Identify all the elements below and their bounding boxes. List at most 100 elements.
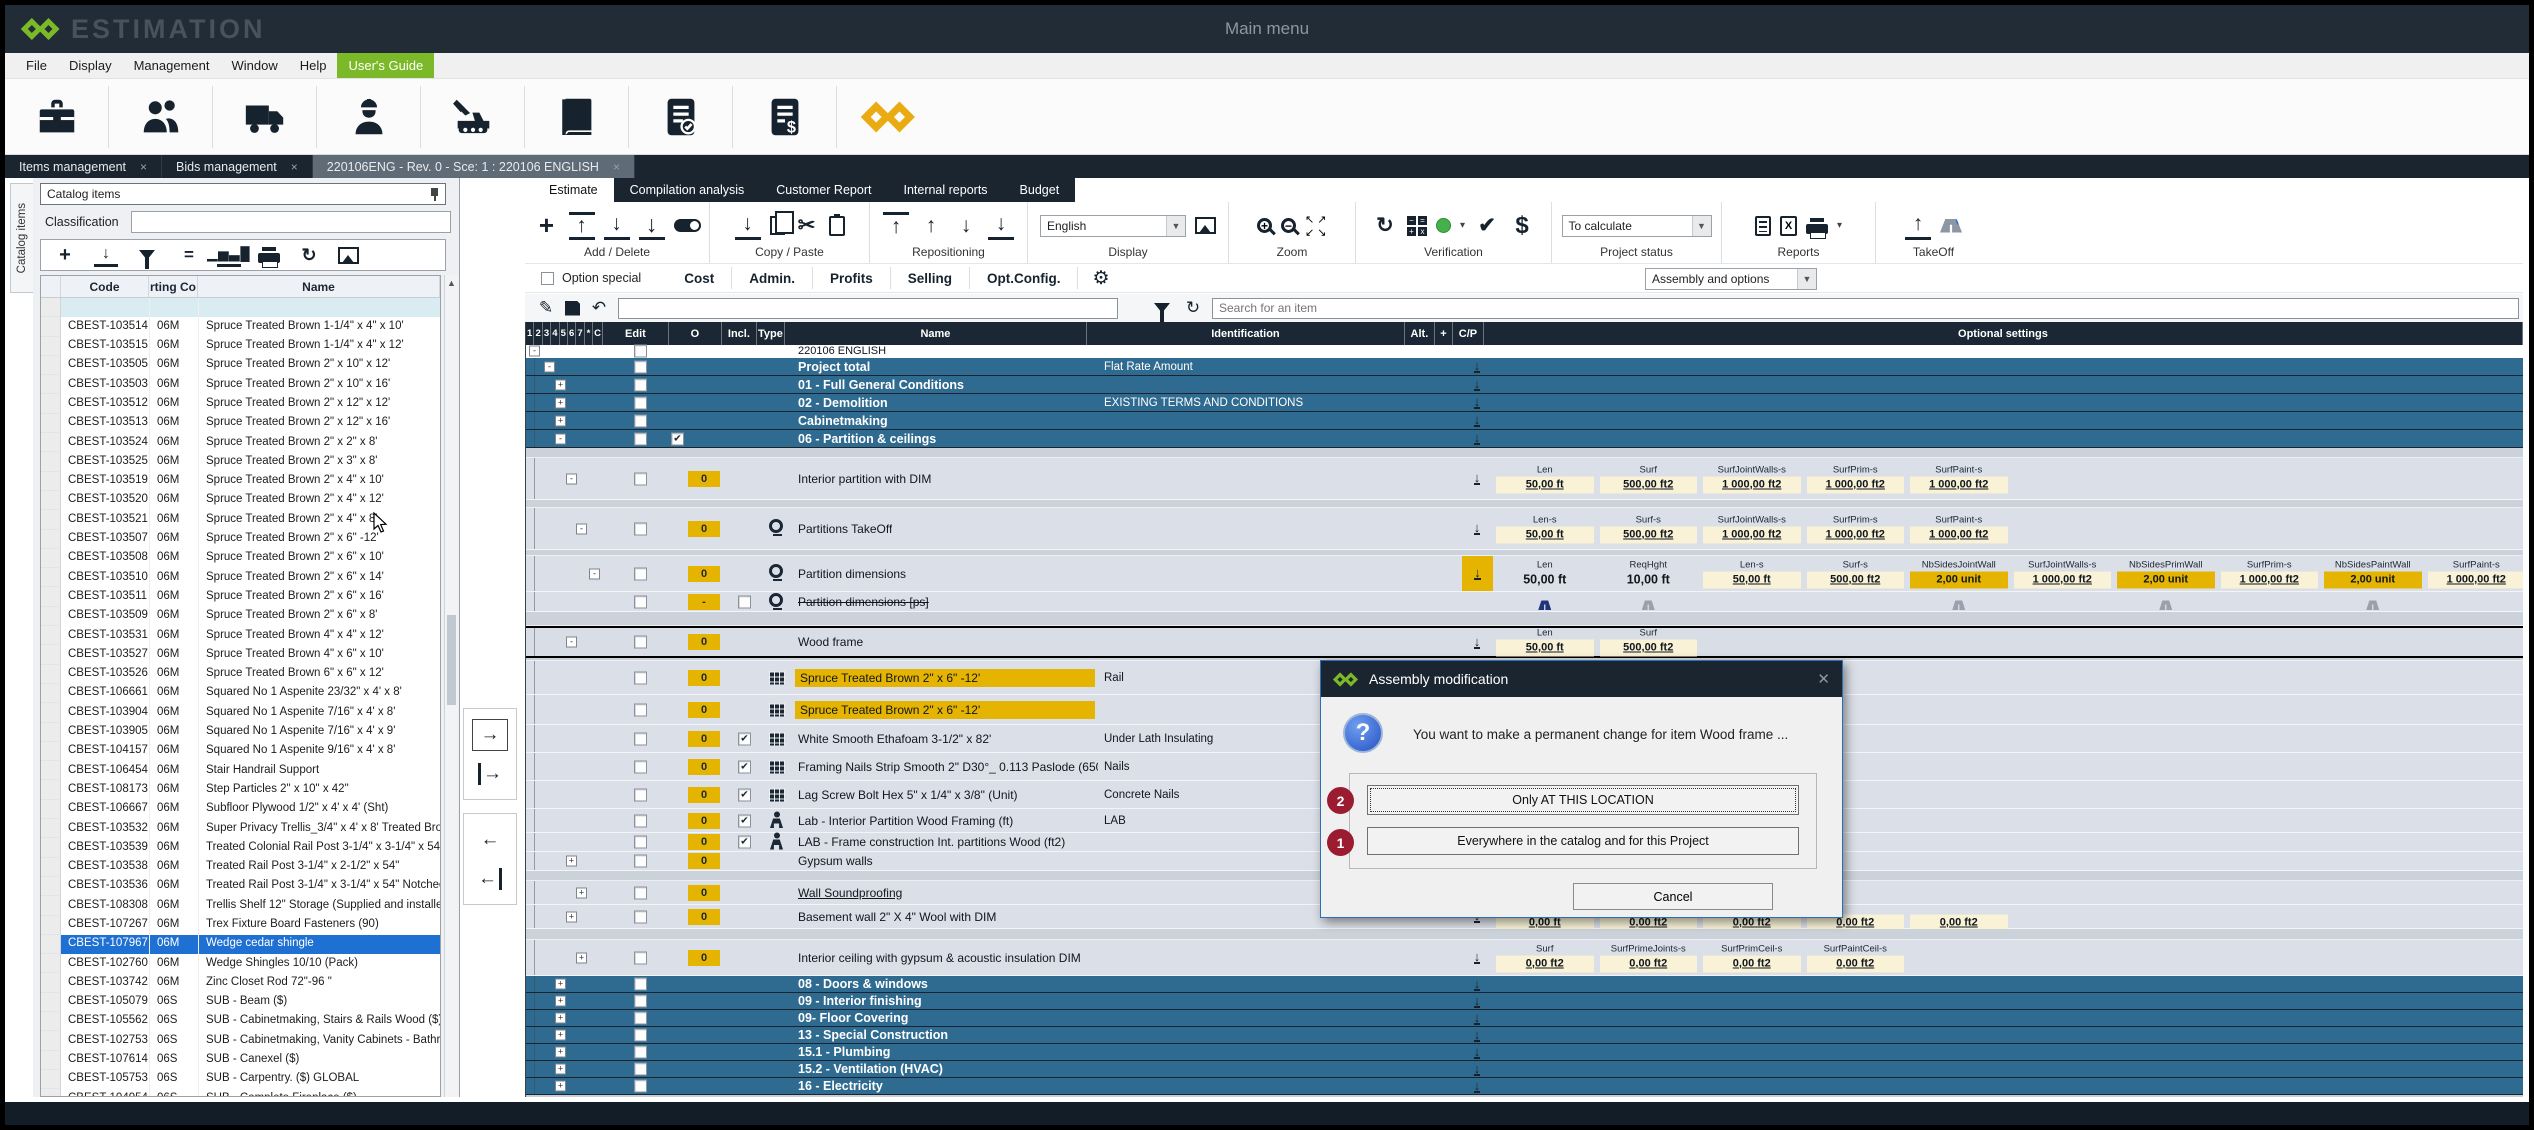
- catalog-row[interactable]: CBEST-105079 06S SUB - Beam ($): [41, 992, 440, 1012]
- edit-pencil-icon[interactable]: ✎: [538, 298, 554, 317]
- save-icon[interactable]: [565, 300, 580, 316]
- grid-row[interactable]: + 16 - Electricity: [526, 1078, 2523, 1095]
- edit-checkbox[interactable]: [634, 977, 647, 991]
- copy-settings-arrow-icon[interactable]: [1466, 376, 1488, 394]
- grid-row[interactable]: [526, 929, 2523, 940]
- expander-icon[interactable]: +: [576, 952, 587, 963]
- cost-section-tab[interactable]: Cost: [667, 267, 733, 289]
- estimate-tab[interactable]: Estimate: [533, 178, 614, 202]
- expander-icon[interactable]: -: [589, 568, 600, 579]
- optional-setting-cell[interactable]: Len 50,00 ft: [1493, 464, 1597, 493]
- row-selector[interactable]: [41, 394, 61, 414]
- grid-filter-icon[interactable]: [1154, 303, 1170, 322]
- setting-value[interactable]: 0,00 ft2: [1599, 955, 1697, 972]
- remove-from-estimate-button[interactable]: ←: [473, 824, 507, 855]
- remove-all-button[interactable]: ←: [473, 863, 507, 894]
- options-count-badge[interactable]: 0: [688, 520, 720, 537]
- optional-setting-cell[interactable]: SurfPaint-s 1 000,00 ft2: [1907, 514, 2011, 543]
- zoom-fit-icon[interactable]: [1305, 213, 1327, 239]
- expander-icon[interactable]: -: [566, 636, 577, 648]
- catalog-row[interactable]: CBEST-103519 06M Spruce Treated Brown 2"…: [41, 471, 440, 491]
- setting-value[interactable]: 1 000,00 ft2: [1703, 526, 1801, 543]
- move-to-top-icon[interactable]: ↑: [883, 211, 909, 240]
- add-item-icon[interactable]: +: [59, 243, 71, 266]
- chevron-down-icon[interactable]: ▾: [1459, 220, 1466, 231]
- options-count-badge[interactable]: 0: [688, 730, 720, 747]
- row-selector[interactable]: [41, 703, 61, 723]
- catalog-side-tab[interactable]: Catalog items: [10, 183, 33, 293]
- edit-checkbox-checked[interactable]: [671, 432, 684, 445]
- edit-checkbox[interactable]: [634, 1028, 647, 1042]
- options-count-badge[interactable]: 0: [688, 853, 720, 869]
- grid-row[interactable]: [526, 550, 2523, 556]
- edit-checkbox[interactable]: [634, 635, 647, 649]
- option-special-checkbox[interactable]: [541, 271, 554, 285]
- verify-check-icon[interactable]: ✔: [1478, 214, 1496, 237]
- optional-setting-cell[interactable]: SurfPrim-s 1 000,00 ft2: [1804, 464, 1908, 493]
- catalog-row[interactable]: CBEST-103742 06M Zinc Closet Rod 72"-96 …: [41, 973, 440, 993]
- edit-checkbox[interactable]: [634, 522, 647, 535]
- catalog-row[interactable]: CBEST-105562 06S SUB - Cabinetmaking, St…: [41, 1011, 440, 1032]
- copy-settings-arrow-icon[interactable]: [1466, 470, 1488, 488]
- labor-worker-icon[interactable]: [317, 85, 421, 148]
- setting-value[interactable]: 50,00 ft: [1496, 526, 1594, 543]
- include-checkbox[interactable]: [738, 732, 751, 745]
- setting-value[interactable]: 0,00 ft2: [1703, 955, 1801, 972]
- copy-settings-arrow-icon[interactable]: [1466, 949, 1488, 967]
- copy-settings-arrow-icon[interactable]: [1466, 520, 1488, 538]
- expander-icon[interactable]: +: [555, 995, 566, 1007]
- edit-checkbox[interactable]: [634, 951, 647, 964]
- options-count-badge[interactable]: 0: [688, 669, 720, 686]
- edit-checkbox[interactable]: [634, 814, 647, 827]
- row-selector[interactable]: [41, 413, 61, 434]
- row-selector[interactable]: [41, 992, 61, 1012]
- row-selector[interactable]: [41, 876, 61, 897]
- setting-value[interactable]: 50,00 ft: [1496, 639, 1594, 657]
- options-count-badge[interactable]: 0: [688, 758, 720, 775]
- optional-setting-cell[interactable]: SurfPaint-s 1 000,00 ft2: [2425, 559, 2523, 588]
- scroll-up-icon[interactable]: ▲: [447, 278, 456, 288]
- row-selector[interactable]: [41, 355, 61, 376]
- edit-checkbox[interactable]: [634, 472, 647, 485]
- cost-section-tab[interactable]: Admin.: [732, 267, 813, 289]
- options-count-badge[interactable]: 0: [688, 812, 720, 829]
- close-icon[interactable]: ✕: [1817, 671, 1830, 688]
- close-icon[interactable]: ×: [612, 159, 620, 174]
- optional-setting-cell[interactable]: SurfPrim-s 1 000,00 ft2: [2218, 559, 2322, 588]
- everywhere-catalog-button[interactable]: Everywhere in the catalog and for this P…: [1367, 827, 1799, 855]
- catalog-book-icon[interactable]: [525, 85, 629, 148]
- undo-icon[interactable]: ↶: [591, 298, 607, 317]
- copy-settings-arrow-icon[interactable]: [1466, 975, 1488, 993]
- setting-value[interactable]: 1 000,00 ft2: [1806, 526, 1904, 543]
- catalog-row[interactable]: CBEST-103510 06M Spruce Treated Brown 2"…: [41, 568, 440, 588]
- setting-value[interactable]: 1 000,00 ft2: [2220, 571, 2318, 588]
- setting-value[interactable]: 0,00 ft2: [1910, 914, 2008, 931]
- grid-row[interactable]: + 15.2 - Ventilation (HVAC): [526, 1061, 2523, 1078]
- language-dropdown[interactable]: English ▼: [1040, 214, 1186, 237]
- assembly-options-dropdown[interactable]: Assembly and options ▼: [1645, 268, 1817, 290]
- menu-item[interactable]: Display: [68, 58, 112, 73]
- dollar-icon[interactable]: $: [1515, 211, 1529, 239]
- edit-checkbox[interactable]: [634, 854, 647, 868]
- setting-value[interactable]: 1 000,00 ft2: [2013, 571, 2111, 588]
- copy-settings-arrow-icon[interactable]: [1466, 394, 1488, 412]
- copy-settings-arrow-icon[interactable]: [1462, 556, 1493, 591]
- row-selector[interactable]: [41, 973, 61, 993]
- grid-row[interactable]: - 06 - Partition & ceilings: [526, 430, 2523, 448]
- level-column-header[interactable]: 1: [526, 322, 535, 345]
- row-selector[interactable]: [41, 568, 61, 588]
- row-selector[interactable]: [41, 1031, 61, 1051]
- workspace-tab[interactable]: 220106ENG - Rev. 0 - Sce: 1 : 220106 ENG…: [312, 155, 635, 178]
- row-selector[interactable]: [41, 433, 61, 453]
- row-selector[interactable]: [41, 1011, 61, 1032]
- catalog-row[interactable]: CBEST-106661 06M Squared No 1 Aspenite 2…: [41, 683, 440, 704]
- expander-icon[interactable]: +: [555, 1012, 566, 1024]
- report-document-icon[interactable]: [1754, 215, 1771, 236]
- expander-icon[interactable]: +: [566, 911, 577, 922]
- close-icon[interactable]: ×: [290, 159, 298, 174]
- grid-row[interactable]: - 0 Wood frame Len 50,00: [526, 626, 2523, 658]
- grid-row[interactable]: + 09 - Interior finishing: [526, 993, 2523, 1010]
- options-count-badge[interactable]: 0: [688, 701, 720, 718]
- catalog-row[interactable]: CBEST-103520 06M Spruce Treated Brown 2"…: [41, 490, 440, 511]
- options-count-badge[interactable]: 0: [688, 908, 720, 925]
